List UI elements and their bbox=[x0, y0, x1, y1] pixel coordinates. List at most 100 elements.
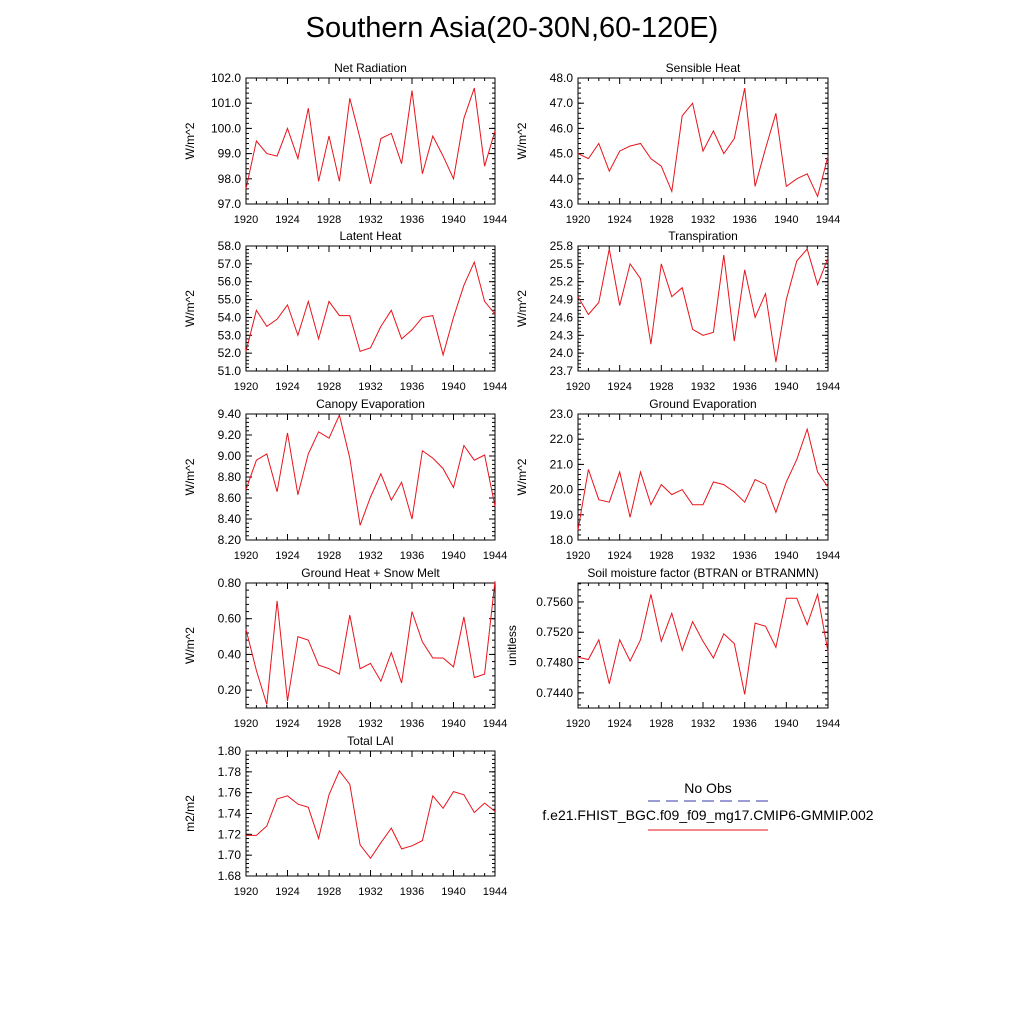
y-tick-label: 1.78 bbox=[218, 765, 242, 779]
y-tick-label: 9.40 bbox=[218, 407, 242, 421]
y-tick-label: 53.0 bbox=[218, 328, 242, 342]
y-tick-label: 8.20 bbox=[218, 533, 242, 547]
x-tick-label: 1928 bbox=[649, 214, 673, 226]
x-tick-label: 1936 bbox=[400, 214, 424, 226]
x-tick-label: 1944 bbox=[816, 550, 840, 562]
legend-obs-line bbox=[648, 800, 768, 802]
y-tick-label: 25.2 bbox=[550, 275, 574, 289]
panel-title: Sensible Heat bbox=[666, 61, 741, 75]
x-tick-label: 1936 bbox=[400, 718, 424, 730]
y-tick-label: 54.0 bbox=[218, 310, 242, 324]
panel-frame bbox=[245, 750, 496, 877]
series-line bbox=[577, 592, 829, 695]
x-tick-label: 1924 bbox=[607, 381, 631, 393]
y-tick-label: 45.0 bbox=[550, 147, 574, 161]
x-tick-label: 1920 bbox=[234, 214, 258, 226]
x-tick-label: 1920 bbox=[234, 550, 258, 562]
series-line bbox=[245, 581, 496, 705]
y-tick-label: 21.0 bbox=[550, 457, 574, 471]
x-tick-label: 1940 bbox=[441, 550, 465, 562]
x-tick-label: 1936 bbox=[732, 718, 756, 730]
y-tick-label: 47.0 bbox=[550, 96, 574, 110]
x-tick-label: 1944 bbox=[483, 550, 507, 562]
panel-2: Sensible Heat 1920 1924 1928 1932 1936 1940 194… bbox=[515, 61, 840, 226]
x-tick-label: 1944 bbox=[483, 718, 507, 730]
x-tick-label: 1928 bbox=[317, 381, 341, 393]
y-tick-label: 99.0 bbox=[218, 147, 242, 161]
y-tick-label: 1.76 bbox=[218, 786, 242, 800]
x-tick-label: 1932 bbox=[691, 214, 715, 226]
y-tick-label: 57.0 bbox=[218, 257, 242, 271]
x-tick-label: 1920 bbox=[234, 886, 258, 898]
x-tick-label: 1936 bbox=[732, 214, 756, 226]
y-tick-label: 9.20 bbox=[218, 428, 242, 442]
y-axis-label: W/m^2 bbox=[515, 458, 529, 495]
y-tick-label: 46.0 bbox=[550, 121, 574, 135]
legend-model-line bbox=[648, 829, 768, 831]
y-tick-label: 0.40 bbox=[218, 647, 242, 661]
panel-9: Total LAI 1920 1924 1928 1932 1936 1940 1944 1.6… bbox=[183, 734, 507, 898]
x-tick-label: 1924 bbox=[275, 550, 299, 562]
y-tick-label: 24.6 bbox=[550, 310, 574, 324]
panel-title: Latent Heat bbox=[339, 229, 402, 243]
x-tick-label: 1928 bbox=[649, 718, 673, 730]
y-tick-label: 23.0 bbox=[550, 407, 574, 421]
y-tick-label: 1.70 bbox=[218, 848, 242, 862]
y-tick-label: 25.5 bbox=[550, 257, 574, 271]
y-tick-label: 101.0 bbox=[211, 96, 241, 110]
y-tick-label: 56.0 bbox=[218, 275, 242, 289]
y-axis-label: W/m^2 bbox=[515, 290, 529, 327]
y-axis-label: m2/m2 bbox=[183, 795, 197, 832]
x-tick-label: 1920 bbox=[566, 214, 590, 226]
panel-title: Net Radiation bbox=[334, 61, 407, 75]
panel-3: Latent Heat 1920 1924 1928 1932 1936 1940 1944 5… bbox=[183, 229, 507, 393]
x-tick-label: 1936 bbox=[732, 381, 756, 393]
y-tick-label: 20.0 bbox=[550, 483, 574, 497]
x-tick-label: 1924 bbox=[275, 886, 299, 898]
series-line bbox=[245, 87, 496, 190]
y-tick-label: 51.0 bbox=[218, 364, 242, 378]
x-tick-label: 1940 bbox=[441, 214, 465, 226]
x-tick-label: 1944 bbox=[483, 381, 507, 393]
x-tick-label: 1940 bbox=[441, 886, 465, 898]
series-line bbox=[245, 413, 496, 526]
x-tick-label: 1928 bbox=[649, 550, 673, 562]
y-tick-label: 23.7 bbox=[550, 364, 574, 378]
x-tick-label: 1924 bbox=[275, 381, 299, 393]
x-tick-label: 1940 bbox=[441, 381, 465, 393]
y-tick-label: 8.80 bbox=[218, 470, 242, 484]
y-tick-label: 52.0 bbox=[218, 346, 242, 360]
x-tick-label: 1944 bbox=[816, 214, 840, 226]
y-axis-label: W/m^2 bbox=[515, 122, 529, 159]
series-line bbox=[577, 87, 829, 198]
panel-frame bbox=[577, 77, 829, 205]
legend-model-label: f.e21.FHIST_BGC.f09_f09_mg17.CMIP6-GMMIP… bbox=[542, 807, 874, 823]
panel-1: Net Radiation 1920 1924 1928 1932 1936 1940 194… bbox=[183, 61, 507, 226]
x-tick-label: 1944 bbox=[483, 886, 507, 898]
panel-4: Transpiration 1920 1924 1928 1932 1936 1940 194… bbox=[515, 229, 840, 393]
x-tick-label: 1920 bbox=[234, 381, 258, 393]
panel-title: Ground Evaporation bbox=[649, 397, 756, 411]
y-tick-label: 0.7560 bbox=[536, 595, 573, 609]
y-axis-label: W/m^2 bbox=[183, 290, 197, 327]
panel-frame bbox=[245, 413, 496, 541]
y-tick-label: 58.0 bbox=[218, 239, 242, 253]
y-tick-label: 0.7520 bbox=[536, 625, 573, 639]
panel-frame bbox=[245, 77, 496, 205]
panel-frame bbox=[577, 413, 829, 541]
y-tick-label: 0.60 bbox=[218, 612, 242, 626]
y-tick-label: 24.0 bbox=[550, 346, 574, 360]
y-tick-label: 0.20 bbox=[218, 683, 242, 697]
y-tick-label: 55.0 bbox=[218, 293, 242, 307]
x-tick-label: 1940 bbox=[774, 718, 798, 730]
series-line bbox=[577, 247, 829, 363]
x-tick-label: 1932 bbox=[691, 550, 715, 562]
panel-6: Ground Evaporation 1920 1924 1928 1932 1936 19… bbox=[515, 397, 840, 562]
x-tick-label: 1928 bbox=[317, 214, 341, 226]
y-tick-label: 0.7480 bbox=[536, 656, 573, 670]
y-tick-label: 102.0 bbox=[211, 71, 241, 85]
y-axis-label: W/m^2 bbox=[183, 627, 197, 664]
panel-title: Canopy Evaporation bbox=[316, 397, 425, 411]
x-tick-label: 1932 bbox=[358, 214, 382, 226]
x-tick-label: 1940 bbox=[441, 718, 465, 730]
